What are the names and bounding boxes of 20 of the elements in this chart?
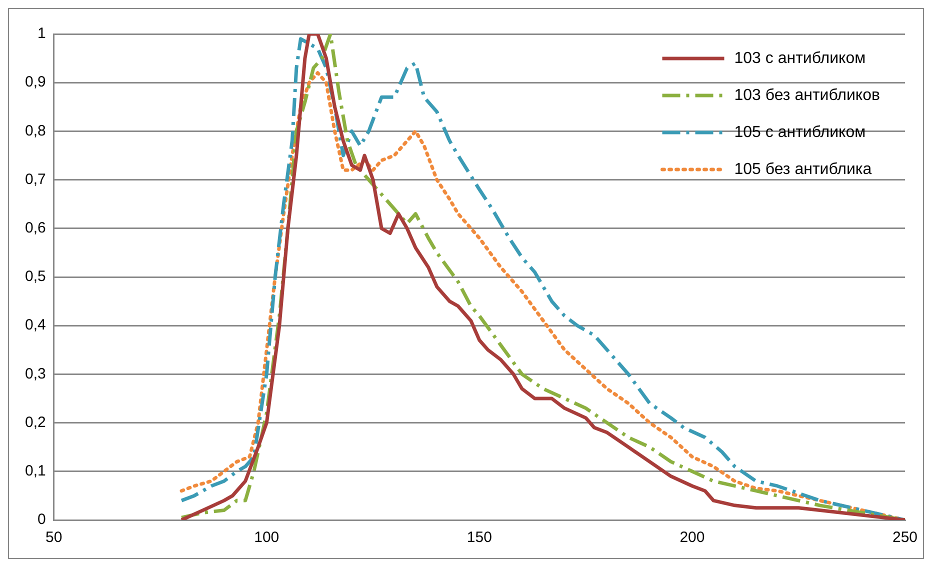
y-tick-label: 0,9	[24, 74, 46, 91]
y-tick-label: 0,7	[24, 170, 46, 188]
y-tick-label: 0,5	[24, 268, 46, 286]
legend-label: 103 с антибликом	[734, 50, 866, 67]
y-tick-label: 0,2	[24, 414, 46, 431]
x-tick-label: 250	[892, 529, 918, 546]
legend-label: 103 без антибликов	[734, 86, 880, 104]
x-tick-label: 50	[46, 529, 62, 546]
y-tick-label: 0,4	[24, 316, 46, 334]
x-tick-label: 100	[254, 529, 280, 546]
y-tick-label: 0,3	[24, 365, 46, 382]
y-tick-label: 0,8	[24, 122, 46, 140]
y-tick-label: 0,6	[24, 220, 46, 237]
legend-label: 105 с антибликом	[734, 124, 866, 141]
y-tick-label: 0,1	[24, 462, 46, 480]
legend-label: 105 без антиблика	[734, 160, 872, 178]
x-tick-label: 150	[466, 529, 492, 546]
y-tick-label: 0	[38, 511, 46, 528]
y-tick-label: 1	[38, 25, 46, 42]
x-tick-label: 200	[680, 529, 705, 546]
